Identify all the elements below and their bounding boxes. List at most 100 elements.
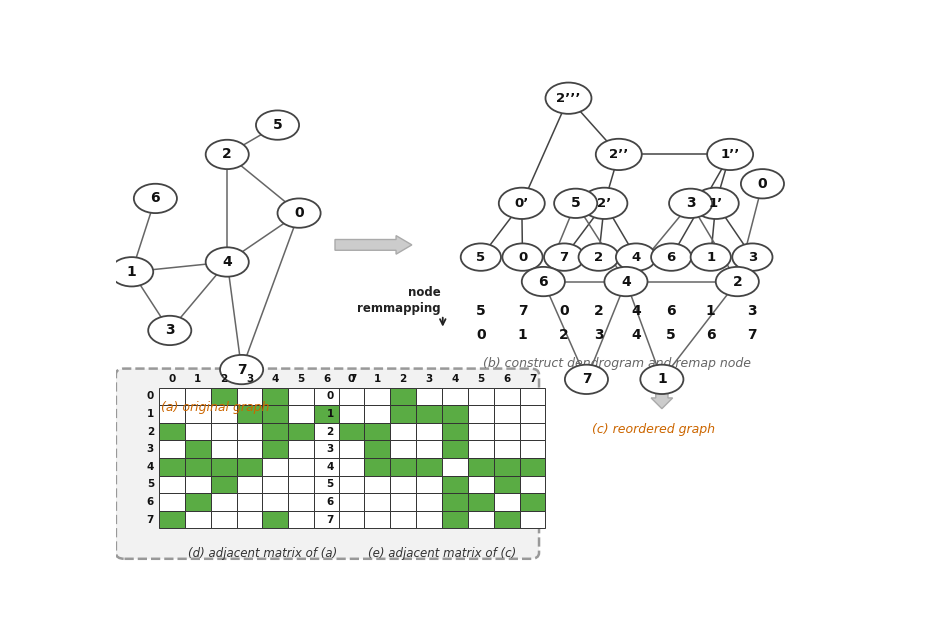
Circle shape <box>148 316 191 345</box>
Bar <box>159 423 184 441</box>
Text: 4: 4 <box>451 374 459 384</box>
Bar <box>338 387 364 405</box>
Bar <box>236 493 262 511</box>
Bar <box>159 405 184 423</box>
Text: 2’’’: 2’’’ <box>556 91 580 105</box>
Bar <box>364 511 390 528</box>
Bar <box>340 423 366 441</box>
Bar <box>288 441 314 458</box>
Bar <box>468 405 494 423</box>
Bar <box>340 458 366 476</box>
Bar <box>314 458 340 476</box>
Circle shape <box>691 243 730 271</box>
Text: 3: 3 <box>326 444 334 454</box>
Bar <box>210 476 236 493</box>
Bar <box>236 423 262 441</box>
Circle shape <box>499 188 545 219</box>
Bar <box>288 476 314 493</box>
Text: 4: 4 <box>631 304 641 318</box>
Bar <box>314 387 340 405</box>
Bar <box>364 387 390 405</box>
Bar <box>314 423 340 441</box>
Bar <box>468 387 494 405</box>
Circle shape <box>133 184 177 213</box>
Text: 2: 2 <box>559 328 569 342</box>
Bar <box>288 405 314 423</box>
Bar <box>520 493 545 511</box>
Bar <box>520 423 545 441</box>
Text: 0: 0 <box>476 328 486 342</box>
Text: 1’: 1’ <box>708 197 723 210</box>
Text: 0: 0 <box>326 391 334 401</box>
Bar <box>210 493 236 511</box>
Bar <box>314 405 340 423</box>
Text: 1: 1 <box>706 251 716 264</box>
Text: (b) construct dendrogram and remap node: (b) construct dendrogram and remap node <box>483 358 752 370</box>
Text: 7: 7 <box>581 372 591 386</box>
Text: 6: 6 <box>667 251 676 264</box>
Bar <box>262 476 288 493</box>
Bar <box>494 476 520 493</box>
Bar <box>184 493 210 511</box>
Bar <box>364 458 390 476</box>
Text: 2’: 2’ <box>597 197 612 210</box>
Bar <box>340 511 366 528</box>
Bar <box>262 511 288 528</box>
Circle shape <box>716 267 759 297</box>
Bar <box>468 476 494 493</box>
Bar <box>468 458 494 476</box>
Bar <box>416 458 442 476</box>
Text: 5: 5 <box>667 328 676 342</box>
Circle shape <box>596 139 641 170</box>
Text: 2’’: 2’’ <box>609 148 629 161</box>
Bar <box>184 405 210 423</box>
Bar <box>159 493 184 511</box>
Bar <box>210 511 236 528</box>
Bar <box>442 476 468 493</box>
Circle shape <box>581 188 628 219</box>
Bar <box>520 511 545 528</box>
Text: 4: 4 <box>631 328 641 342</box>
Bar <box>416 441 442 458</box>
Circle shape <box>461 243 501 271</box>
Circle shape <box>616 243 656 271</box>
Circle shape <box>545 83 591 114</box>
Text: 5: 5 <box>146 479 154 490</box>
Bar <box>314 511 340 528</box>
Bar <box>340 476 366 493</box>
Text: 6: 6 <box>324 374 331 384</box>
Bar <box>338 476 364 493</box>
Text: 7: 7 <box>349 374 357 384</box>
Bar <box>288 458 314 476</box>
Circle shape <box>554 189 597 218</box>
Text: 3: 3 <box>165 323 174 337</box>
Bar <box>364 441 390 458</box>
Bar <box>338 493 364 511</box>
Bar <box>262 493 288 511</box>
Bar <box>210 387 236 405</box>
Text: 7: 7 <box>517 304 527 318</box>
Bar <box>468 493 494 511</box>
Bar <box>338 441 364 458</box>
Bar <box>262 405 288 423</box>
Circle shape <box>578 243 619 271</box>
Circle shape <box>565 364 608 394</box>
FancyArrow shape <box>651 370 673 409</box>
FancyBboxPatch shape <box>116 368 539 559</box>
Circle shape <box>741 169 784 198</box>
Bar <box>364 493 390 511</box>
Text: 7: 7 <box>560 251 569 264</box>
FancyArrow shape <box>335 236 412 254</box>
Bar <box>494 511 520 528</box>
Text: 0: 0 <box>757 177 768 190</box>
Bar <box>416 387 442 405</box>
Circle shape <box>692 188 739 219</box>
Bar <box>236 458 262 476</box>
Bar <box>390 493 416 511</box>
Bar <box>184 458 210 476</box>
Text: 0: 0 <box>518 251 527 264</box>
Circle shape <box>206 248 248 277</box>
Text: 0: 0 <box>348 374 355 384</box>
Bar <box>340 441 366 458</box>
Bar <box>442 458 468 476</box>
